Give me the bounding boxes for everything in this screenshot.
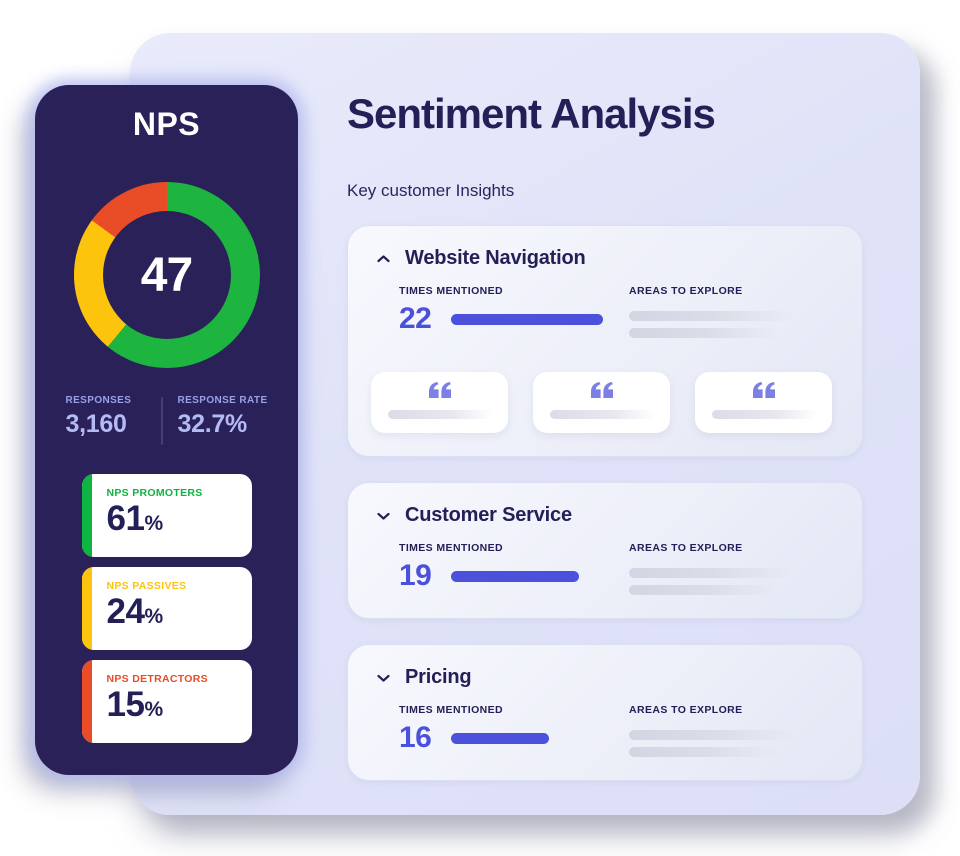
placeholder-line (629, 568, 795, 579)
nps-panel: NPS 47 RESPONSES 3,160 RESPONSE RATE 32.… (35, 85, 298, 775)
chevron-up-icon[interactable] (376, 252, 390, 266)
times-mentioned-value: 19 (399, 559, 432, 593)
color-stripe (81, 567, 92, 650)
times-mentioned-bar (451, 732, 549, 744)
section-title: Pricing (405, 666, 472, 689)
quote-icon (428, 382, 451, 403)
quote-card (533, 372, 670, 434)
section-website-navigation: Website Navigation TIMES MENTIONED 22 AR… (347, 225, 863, 458)
breakdown-card: NPS PASSIVES 24% (81, 567, 252, 650)
section-pricing: Pricing TIMES MENTIONED 16 AREAS TO EXPL… (347, 644, 863, 782)
chevron-down-icon[interactable] (376, 671, 390, 685)
section-header[interactable]: Customer Service (376, 504, 834, 527)
placeholder-line (629, 585, 778, 596)
quote-card (695, 372, 832, 434)
times-mentioned-label: TIMES MENTIONED (399, 704, 504, 717)
placeholder-line (629, 730, 795, 741)
times-mentioned-value: 16 (399, 721, 432, 755)
placeholder-line (629, 747, 778, 758)
nps-score: 47 (140, 248, 193, 302)
stats-divider (161, 397, 164, 445)
quotes-row (371, 372, 834, 434)
nps-stats: RESPONSES 3,160 RESPONSE RATE 32.7% (35, 395, 298, 445)
response-rate-value: 32.7% (177, 410, 247, 438)
response-rate-stat: RESPONSE RATE 32.7% (177, 395, 267, 439)
placeholder-line (549, 410, 654, 420)
section-customer-service: Customer Service TIMES MENTIONED 19 AREA… (347, 482, 863, 620)
placeholder-line (629, 328, 778, 339)
breakdown-value: 15% (106, 685, 164, 724)
times-mentioned-bar (451, 313, 603, 325)
color-stripe (81, 660, 92, 743)
responses-value: 3,160 (65, 410, 127, 438)
breakdown-card: NPS DETRACTORS 15% (81, 660, 252, 743)
page-subtitle: Key customer Insights (347, 181, 515, 201)
color-stripe (81, 474, 92, 557)
areas-to-explore-label: AREAS TO EXPLORE (629, 285, 743, 298)
section-title: Website Navigation (405, 247, 586, 270)
breakdown-label: NPS DETRACTORS (106, 673, 208, 685)
section-header[interactable]: Website Navigation (376, 247, 834, 270)
breakdown-value: 61% (106, 499, 164, 538)
breakdown-value: 24% (106, 592, 164, 631)
times-mentioned-label: TIMES MENTIONED (399, 542, 504, 555)
responses-label: RESPONSES (65, 395, 132, 406)
quote-icon (590, 382, 613, 403)
areas-to-explore-label: AREAS TO EXPLORE (629, 704, 743, 717)
times-mentioned-bar (451, 570, 579, 582)
nps-title: NPS (132, 106, 201, 142)
breakdown-label: NPS PROMOTERS (106, 487, 203, 499)
nps-breakdown: NPS PROMOTERS 61% NPS PASSIVES 24% NPS D… (35, 474, 298, 743)
section-header[interactable]: Pricing (376, 666, 834, 689)
section-title: Customer Service (405, 504, 572, 527)
nps-donut-hole: 47 (102, 211, 231, 339)
responses-stat: RESPONSES 3,160 (65, 395, 151, 439)
placeholder-line (711, 410, 816, 420)
response-rate-label: RESPONSE RATE (177, 395, 268, 406)
nps-donut-chart: 47 (73, 182, 260, 368)
times-mentioned-label: TIMES MENTIONED (399, 285, 504, 298)
breakdown-card: NPS PROMOTERS 61% (81, 474, 252, 557)
placeholder-line (387, 410, 492, 420)
page-title: Sentiment Analysis (347, 90, 716, 137)
breakdown-label: NPS PASSIVES (106, 580, 187, 592)
areas-to-explore-label: AREAS TO EXPLORE (629, 542, 743, 555)
times-mentioned-value: 22 (399, 302, 432, 336)
quote-card (371, 372, 508, 434)
chevron-down-icon[interactable] (376, 509, 390, 523)
quote-icon (752, 382, 775, 403)
placeholder-line (629, 311, 795, 322)
